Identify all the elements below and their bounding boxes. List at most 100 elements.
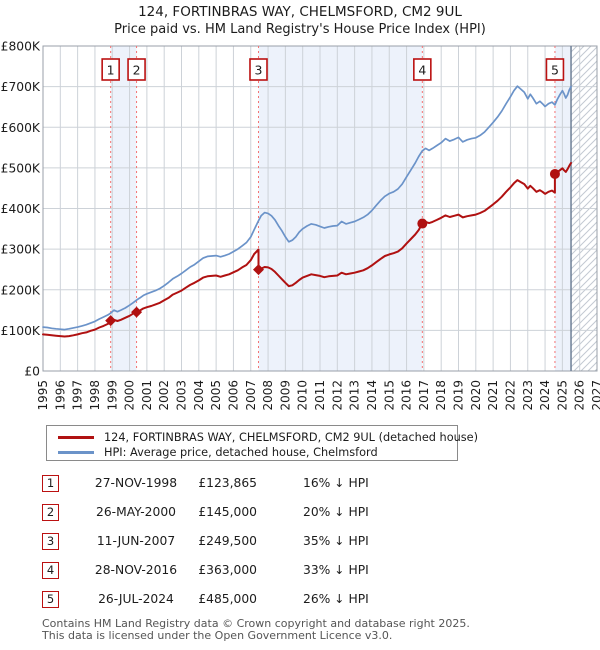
sale-number-marker-box: [249, 58, 268, 81]
sale-date: 11-JUN-2007: [96, 534, 176, 548]
svg-text:2021: 2021: [486, 380, 500, 411]
hpi-line: [42, 85, 572, 331]
svg-text:2015: 2015: [382, 380, 396, 411]
legend-row-hpi: HPI: Average price, detached house, Chel…: [58, 445, 457, 460]
svg-text:1995: 1995: [36, 380, 50, 411]
sale-hpi-diff: 16% ↓ HPI: [303, 476, 369, 490]
table-row: 1 27-NOV-1998 £123,865 16% ↓ HPI: [42, 475, 562, 494]
sale-date: 26-MAY-2000: [96, 505, 176, 519]
sale-number-badge: 5: [42, 591, 59, 608]
price-paid-line-swatch: [58, 436, 94, 439]
sale-number-badge: 1: [42, 475, 59, 492]
hpi-legend-label: HPI: Average price, detached house, Chel…: [104, 446, 378, 459]
sale-point-marker: [417, 218, 428, 229]
svg-text:1998: 1998: [88, 380, 102, 411]
svg-text:2014: 2014: [365, 380, 379, 411]
svg-text:£100K: £100K: [1, 324, 41, 338]
sale-number-marker-box: [127, 58, 146, 81]
sale-price: £145,000: [198, 505, 257, 519]
sale-number-marker-box: [545, 58, 565, 81]
footer-line-1: Contains HM Land Registry data © Crown c…: [42, 617, 470, 630]
svg-text:2026: 2026: [573, 380, 587, 411]
svg-text:£200K: £200K: [1, 283, 41, 297]
sale-point-marker: [131, 306, 143, 318]
svg-text:2005: 2005: [209, 380, 223, 411]
sale-number-marker-label: 4: [418, 63, 426, 78]
x-axis-labels: 1995 1996 1997 1998 1999 2000 2001 2002 2003 2004…: [36, 380, 600, 411]
price-history-chart: 1 2 3 4 5 £0 £100K £200K £300K £400K £500K £600K £70…: [1, 40, 600, 411]
svg-text:1996: 1996: [53, 380, 67, 411]
hpi-line-swatch: [58, 451, 94, 454]
svg-text:2002: 2002: [157, 380, 171, 411]
svg-text:2007: 2007: [244, 380, 258, 411]
sale-date: 27-NOV-1998: [94, 476, 178, 490]
table-row: 2 26-MAY-2000 £145,000 20% ↓ HPI: [42, 504, 562, 523]
license-footer: Contains HM Land Registry data © Crown c…: [42, 618, 470, 641]
sale-hpi-diff: 33% ↓ HPI: [303, 563, 369, 577]
legend-row-price-paid: 124, FORTINBRAS WAY, CHELMSFORD, CM2 9UL…: [58, 430, 478, 445]
svg-text:2009: 2009: [278, 380, 292, 411]
sale-number-badge: 2: [42, 504, 59, 521]
svg-text:1997: 1997: [71, 380, 85, 411]
svg-text:2011: 2011: [313, 380, 327, 411]
svg-text:2010: 2010: [296, 380, 310, 411]
svg-text:£800K: £800K: [1, 40, 41, 54]
sale-number-marker-box: [413, 58, 432, 81]
svg-text:2012: 2012: [330, 380, 344, 411]
sale-hpi-diff: 35% ↓ HPI: [303, 534, 369, 548]
price-paid-legend-label: 124, FORTINBRAS WAY, CHELMSFORD, CM2 9UL…: [104, 431, 479, 444]
sale-number-marker-label: 2: [133, 63, 141, 78]
plot-border: [42, 45, 598, 372]
svg-text:£400K: £400K: [1, 202, 41, 216]
sale-date: 26-JUL-2024: [98, 592, 174, 606]
svg-text:2025: 2025: [555, 380, 569, 411]
sale-number-marker-label: 5: [551, 63, 559, 78]
svg-text:2008: 2008: [261, 380, 275, 411]
sale-point-marker: [105, 315, 117, 327]
table-row: 3 11-JUN-2007 £249,500 35% ↓ HPI: [42, 533, 562, 552]
svg-text:2004: 2004: [192, 380, 206, 411]
svg-text:2018: 2018: [434, 380, 448, 411]
svg-text:2019: 2019: [452, 380, 466, 411]
svg-text:1999: 1999: [105, 380, 119, 411]
y-axis-labels: £0 £100K £200K £300K £400K £500K £600K £700K £80…: [1, 40, 41, 379]
svg-text:2001: 2001: [140, 380, 154, 411]
sale-hpi-diff: 26% ↓ HPI: [303, 592, 369, 606]
sale-number-badge: 3: [42, 533, 59, 550]
svg-text:£600K: £600K: [1, 121, 41, 135]
sale-price: £123,865: [198, 476, 257, 490]
sale-point-marker: [252, 264, 264, 276]
svg-text:£300K: £300K: [1, 243, 41, 257]
svg-text:2013: 2013: [348, 380, 362, 411]
sale-number-marker-box: [101, 58, 120, 81]
svg-text:2017: 2017: [417, 380, 431, 411]
footer-line-2: This data is licensed under the Open Gov…: [42, 628, 393, 642]
sale-number-marker-label: 1: [107, 63, 115, 78]
svg-text:2024: 2024: [538, 380, 552, 411]
svg-text:£700K: £700K: [1, 80, 41, 94]
table-row: 4 28-NOV-2016 £363,000 33% ↓ HPI: [42, 562, 562, 581]
svg-text:2023: 2023: [521, 380, 535, 411]
table-row: 5 26-JUL-2024 £485,000 26% ↓ HPI: [42, 591, 562, 610]
sale-price: £485,000: [198, 592, 257, 606]
page-title: 124, FORTINBRAS WAY, CHELMSFORD, CM2 9UL: [138, 4, 462, 20]
sale-hpi-diff: 20% ↓ HPI: [303, 505, 369, 519]
svg-text:2006: 2006: [226, 380, 240, 411]
svg-text:2016: 2016: [400, 380, 414, 411]
svg-text:2000: 2000: [123, 380, 137, 411]
svg-text:2027: 2027: [590, 380, 600, 411]
chart-legend: 124, FORTINBRAS WAY, CHELMSFORD, CM2 9UL…: [46, 425, 478, 461]
sale-price: £249,500: [198, 534, 257, 548]
svg-text:2003: 2003: [175, 380, 189, 411]
sale-price: £363,000: [198, 563, 257, 577]
sale-number-marker-label: 3: [255, 63, 263, 78]
sale-point-marker: [549, 168, 560, 179]
svg-text:£0: £0: [24, 365, 40, 379]
svg-text:2022: 2022: [503, 380, 517, 411]
svg-text:£500K: £500K: [1, 161, 41, 175]
sale-number-badge: 4: [42, 562, 59, 579]
sale-date: 28-NOV-2016: [94, 563, 178, 577]
page-subtitle: Price paid vs. HM Land Registry's House …: [114, 22, 486, 37]
svg-text:2020: 2020: [469, 380, 483, 411]
